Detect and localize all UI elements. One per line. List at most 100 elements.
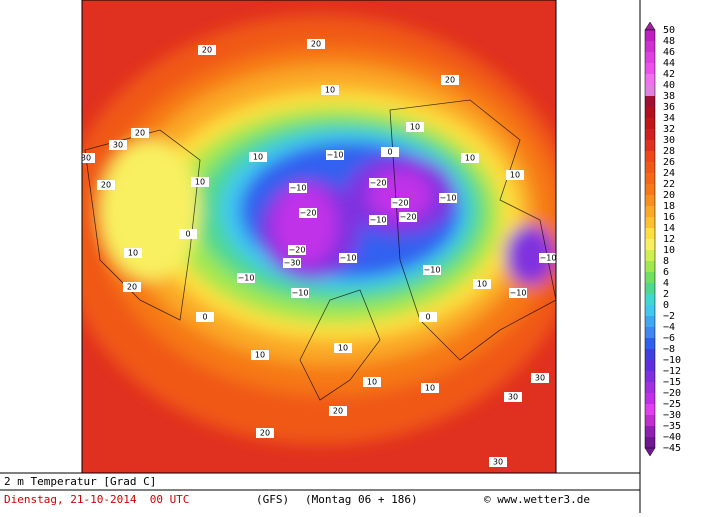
contour-label: −10 (340, 254, 357, 263)
legend-swatch (645, 239, 655, 251)
legend-swatch (645, 382, 655, 394)
date: Dienstag, 21-10-2014 00 UTC (4, 493, 189, 506)
legend-label: 38 (663, 91, 675, 102)
contour-label: 10 (367, 378, 377, 387)
contour-label-box (406, 122, 424, 132)
contour-label-box (509, 288, 527, 298)
contour-label: 10 (253, 153, 263, 162)
contour-label: 20 (101, 181, 111, 190)
legend-label: 48 (663, 36, 675, 47)
contour-label-box (381, 147, 399, 157)
model: (GFS) (256, 493, 289, 506)
contour-label: 10 (465, 154, 475, 163)
legend-swatch (645, 118, 655, 130)
contour-label-box (441, 75, 459, 85)
legend-label: −8 (663, 344, 675, 355)
contour-label: 10 (255, 351, 265, 360)
legend-label: 46 (663, 47, 675, 58)
legend-swatch (645, 107, 655, 119)
contour-label-box (399, 212, 417, 222)
legend-swatch (645, 63, 655, 75)
legend-swatch (645, 338, 655, 350)
contour-label-box (283, 258, 301, 268)
credit: © www.wetter3.de (484, 493, 590, 506)
legend-swatch (645, 162, 655, 174)
legend-label: −30 (663, 410, 681, 421)
legend-swatch (645, 349, 655, 361)
legend-swatch (645, 41, 655, 53)
contour-label-box (196, 312, 214, 322)
legend-swatch (645, 206, 655, 218)
legend-swatch (645, 140, 655, 152)
contour-label: 20 (333, 407, 343, 416)
contour-label-box (329, 406, 347, 416)
contour-label: −30 (284, 259, 301, 268)
contour-label: 20 (202, 46, 212, 55)
contour-label-box (539, 253, 557, 263)
contour-label-box (506, 170, 524, 180)
contour-label: 30 (508, 393, 518, 402)
contour-label: 20 (311, 40, 321, 49)
legend-label: 10 (663, 245, 675, 256)
contour-label-box (531, 373, 549, 383)
legend-label: −40 (663, 432, 681, 443)
legend-swatch (645, 294, 655, 306)
legend-swatch (645, 151, 655, 163)
contour-label-box (369, 178, 387, 188)
contour-label: 10 (510, 171, 520, 180)
contour-label-box (291, 288, 309, 298)
contour-label: −10 (292, 289, 309, 298)
contour-label: 10 (325, 86, 335, 95)
contour-label: −10 (424, 266, 441, 275)
contour-label-box (249, 152, 267, 162)
legend-swatch (645, 305, 655, 317)
contour-label: 20 (127, 283, 137, 292)
contour-label: −20 (392, 199, 409, 208)
run: (Montag 06 + 186) (305, 493, 418, 506)
contour-label-box (299, 208, 317, 218)
legend-label: 6 (663, 267, 669, 278)
variable: 2 m Temperatur [Grad C] (4, 475, 156, 488)
legend-label: −6 (663, 333, 675, 344)
contour-label-box (288, 245, 306, 255)
legend-label: 8 (663, 256, 669, 267)
legend-label: 18 (663, 201, 675, 212)
contour-label-box (489, 457, 507, 467)
contour-label: 10 (195, 178, 205, 187)
legend-label: −12 (663, 366, 681, 377)
legend-swatch (645, 437, 655, 449)
legend-swatch (645, 96, 655, 108)
contour-label: −20 (400, 213, 417, 222)
legend-label: 36 (663, 102, 675, 113)
contour-label-box (461, 153, 479, 163)
legend-swatch (645, 261, 655, 273)
contour-label: 0 (202, 313, 207, 322)
legend-label: −45 (663, 443, 681, 454)
legend-label: 2 (663, 289, 669, 300)
contour-label-box (191, 177, 209, 187)
contour-label: 30 (113, 141, 123, 150)
legend-swatch (645, 272, 655, 284)
contour-label-box (339, 253, 357, 263)
legend-label: −10 (663, 355, 681, 366)
legend-swatch (645, 129, 655, 141)
contour-label: −20 (289, 246, 306, 255)
legend-swatch (645, 283, 655, 295)
contour-label: 10 (338, 344, 348, 353)
contour-label: 30 (493, 458, 503, 467)
contour-label-box (421, 383, 439, 393)
legend-label: 26 (663, 157, 675, 168)
contour-label-box (289, 183, 307, 193)
contour-label: −10 (290, 184, 307, 193)
legend-label: 14 (663, 223, 675, 234)
contour-label: −10 (327, 151, 344, 160)
legend-swatch (645, 184, 655, 196)
legend-swatch (645, 371, 655, 383)
contour-label: −20 (370, 179, 387, 188)
contour-label-box (131, 128, 149, 138)
legend-frame (644, 29, 656, 449)
legend-label: −20 (663, 388, 681, 399)
legend-label: −2 (663, 311, 675, 322)
contour-label-box (423, 265, 441, 275)
